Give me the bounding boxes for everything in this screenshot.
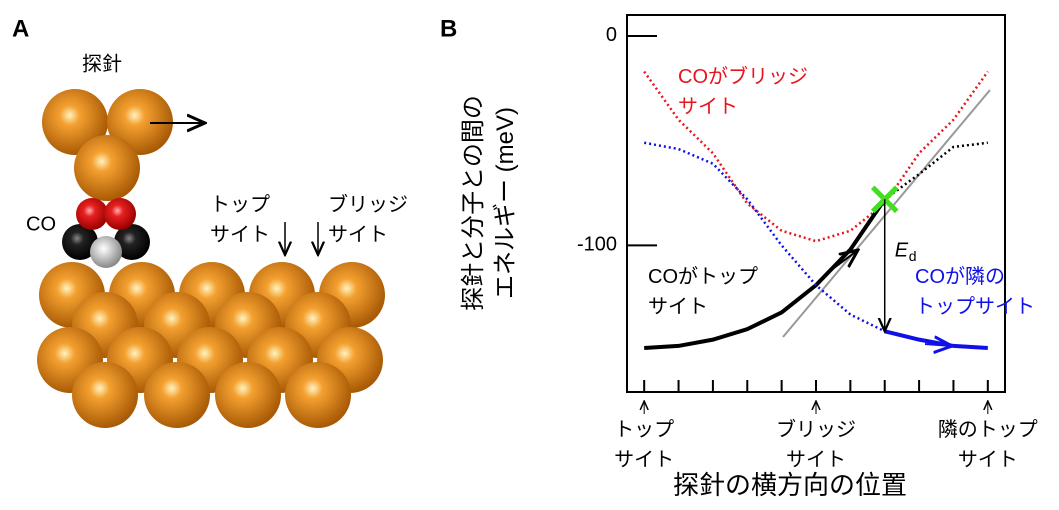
panel-label: B [440,15,457,42]
y-axis-title: 探針と分子との間の エネルギー (meV) [458,43,522,363]
figure-svg: A 探針 CO B 0-100Ed [0,0,1059,510]
series-label: COがブリッジ サイト [678,62,808,122]
tip-atoms [42,89,173,268]
panel-label: A [12,15,29,42]
co-label: CO [26,213,56,235]
x-tick-label: トップ サイト [564,415,724,475]
site-label: トップ サイト [210,190,270,250]
surface-atoms [37,262,385,428]
barrier-label: E [895,240,909,262]
y-tick-label: 0 [606,24,617,46]
site-label: ブリッジ サイト [328,190,408,250]
x-tick-label: ブリッジ サイト [736,415,896,475]
series-label: COがトップ サイト [648,262,758,322]
series-line [885,143,988,200]
x-tick-label: 隣のトップ サイト [908,415,1059,475]
y-tick-label: -100 [577,234,617,256]
tip-label: 探針 [82,52,122,75]
series-label: COが隣の トップサイト [915,262,1035,322]
figure: A 探針 CO B 0-100Ed トップ サイト ブリッジ サイト 探針の横方… [0,0,1059,510]
